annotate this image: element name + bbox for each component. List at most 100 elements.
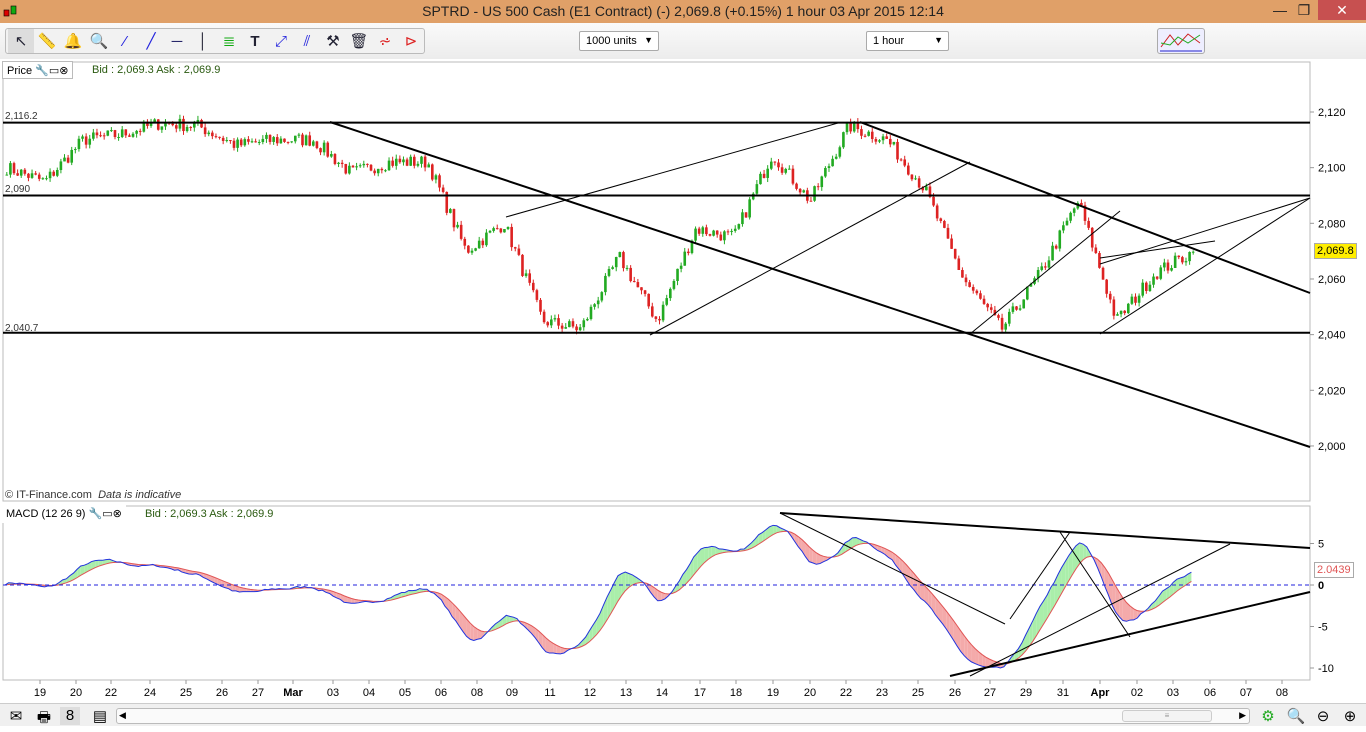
candle-body: [756, 184, 759, 194]
candle-body: [590, 307, 593, 319]
candle-body: [810, 201, 813, 202]
candle-body: [781, 167, 784, 173]
close-button[interactable]: ✕: [1318, 0, 1366, 20]
close-circle-icon[interactable]: ⊗: [59, 65, 68, 77]
pointer-icon[interactable]: ↖: [8, 29, 34, 53]
candle-body: [983, 299, 986, 304]
candle-body: [157, 119, 160, 129]
candle-body: [824, 168, 827, 176]
candle-body: [128, 135, 131, 136]
candle-body: [409, 157, 412, 166]
candle-body: [1040, 266, 1043, 270]
line-icon[interactable]: ⁄: [112, 29, 138, 53]
x-tick-label: 14: [656, 687, 668, 699]
x-tick-label: 26: [216, 687, 228, 699]
candle-body: [568, 321, 571, 327]
candle-body: [359, 165, 362, 166]
close-circle-icon[interactable]: ⊗: [113, 508, 122, 520]
vertical-line-icon[interactable]: │: [190, 29, 216, 53]
candle-body: [110, 130, 113, 131]
link-icon[interactable]: 8: [60, 707, 80, 725]
window-icon[interactable]: ▭: [49, 65, 59, 77]
ruler-icon[interactable]: 📏: [34, 29, 60, 53]
candle-body: [738, 224, 741, 229]
trash-icon[interactable]: 🗑: [346, 29, 372, 53]
x-tick-label: 27: [252, 687, 264, 699]
chart-area[interactable]: 2,0002,0202,0402,0602,0802,1002,12050-5-…: [0, 59, 1366, 705]
candle-body: [557, 318, 560, 326]
candle-body: [1127, 304, 1130, 313]
candle-body: [518, 249, 521, 255]
price-label: Price: [7, 65, 32, 77]
strategy-button[interactable]: [1157, 28, 1205, 54]
candle-body: [528, 273, 531, 282]
candle-body: [647, 294, 650, 306]
candle-body: [482, 241, 485, 246]
candle-body: [474, 248, 477, 250]
ray-icon[interactable]: ╱: [138, 29, 164, 53]
scroll-right-icon[interactable]: ▶: [1239, 710, 1246, 721]
wrench-icon[interactable]: 🔧: [89, 508, 103, 520]
candle-body: [1141, 283, 1144, 296]
candle-body: [1022, 299, 1025, 308]
candle-body: [943, 221, 946, 228]
x-tick-label: 19: [34, 687, 46, 699]
fibonacci-icon[interactable]: ≣: [216, 29, 242, 53]
candle-body: [828, 166, 831, 168]
zoom-icon[interactable]: 🔍: [86, 29, 112, 53]
candle-body: [788, 169, 791, 170]
candle-body: [1015, 306, 1018, 309]
candle-body: [784, 169, 787, 173]
candle-body: [52, 172, 55, 176]
triangle-icon[interactable]: ⊳: [398, 29, 424, 53]
candle-body: [308, 135, 311, 145]
x-tick-label: 03: [1167, 687, 1179, 699]
alert-bell-icon[interactable]: 🔔: [60, 29, 86, 53]
window-icon[interactable]: ▭: [102, 508, 112, 520]
candle-body: [763, 174, 766, 178]
candle-body: [222, 138, 225, 141]
settings-icon[interactable]: ⚙: [1258, 707, 1278, 725]
channel-icon[interactable]: ⤢: [268, 29, 294, 53]
x-tick-label: 06: [435, 687, 447, 699]
bottom-bar: ✉ 🖶 8 ▤ ◀ ≡ ▶ ⚙ 🔍 ⊖ ⊕: [0, 703, 1366, 726]
price-panel: [3, 62, 1310, 501]
report-icon[interactable]: ▤: [90, 707, 110, 725]
units-select[interactable]: 1000 units▼: [579, 31, 659, 51]
candle-body: [792, 169, 795, 184]
candle-body: [701, 227, 704, 233]
text-icon[interactable]: T: [242, 29, 268, 53]
parallel-lines-icon[interactable]: ⫽: [294, 29, 320, 53]
candle-body: [1116, 314, 1119, 316]
candle-body: [965, 278, 968, 283]
mail-icon[interactable]: ✉: [6, 707, 26, 725]
candle-body: [727, 231, 730, 232]
candle-body: [958, 258, 961, 270]
candle-body: [449, 209, 452, 213]
zoom-out-icon[interactable]: ⊖: [1313, 707, 1333, 725]
candle-body: [1058, 230, 1061, 248]
tools-icon[interactable]: ⚒: [320, 29, 346, 53]
range-icon[interactable]: ⩫: [372, 29, 398, 53]
scroll-left-icon[interactable]: ◀: [119, 710, 126, 721]
scroll-thumb[interactable]: ≡: [1122, 710, 1212, 722]
print-icon[interactable]: 🖶: [34, 707, 54, 725]
zoom-fit-icon[interactable]: 🔍: [1286, 707, 1306, 725]
candle-body: [644, 290, 647, 294]
candle-body: [871, 132, 874, 139]
wrench-icon[interactable]: 🔧: [35, 65, 49, 77]
horizontal-line-icon[interactable]: ─: [164, 29, 190, 53]
candle-body: [539, 300, 542, 312]
candle-body: [1131, 297, 1134, 304]
y-tick-label: 2,100: [1318, 163, 1346, 175]
candle-body: [45, 178, 48, 179]
candle-body: [413, 157, 416, 166]
zoom-in-icon[interactable]: ⊕: [1340, 707, 1360, 725]
candle-body: [705, 227, 708, 234]
candle-body: [514, 247, 517, 248]
candle-body: [546, 322, 549, 325]
horizontal-scrollbar[interactable]: ◀ ≡ ▶: [116, 708, 1250, 724]
interval-select[interactable]: 1 hour▼: [866, 31, 949, 51]
candle-body: [900, 159, 903, 160]
candle-body: [471, 251, 474, 253]
